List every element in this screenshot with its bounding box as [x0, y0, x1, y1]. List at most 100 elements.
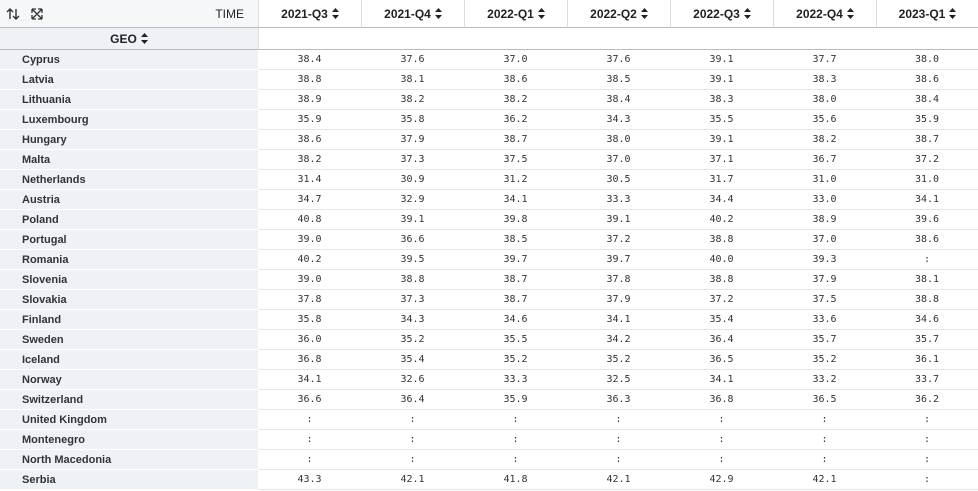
cell-value: 34.1	[258, 370, 361, 390]
cell-value: 35.9	[876, 110, 978, 130]
cell-value: 38.1	[361, 70, 464, 90]
cell-value: 38.5	[464, 230, 567, 250]
cell-value: 37.0	[567, 150, 670, 170]
cell-value: 38.0	[567, 130, 670, 150]
column-header[interactable]: 2022-Q1	[464, 0, 567, 28]
sort-icon[interactable]	[743, 8, 751, 19]
cell-value: 38.7	[876, 130, 978, 150]
cell-value: 36.5	[773, 390, 876, 410]
column-header[interactable]: 2021-Q3	[258, 0, 361, 28]
sort-icon[interactable]	[140, 33, 148, 44]
cell-value: 39.0	[258, 230, 361, 250]
cell-value: 39.7	[567, 250, 670, 270]
cell-value: 32.6	[361, 370, 464, 390]
cell-value: 38.3	[670, 90, 773, 110]
cell-value: 32.9	[361, 190, 464, 210]
cell-value: 38.4	[567, 90, 670, 110]
cell-value: 35.9	[464, 390, 567, 410]
cell-value: 38.0	[773, 90, 876, 110]
cell-value: :	[567, 450, 670, 470]
column-header[interactable]: 2022-Q3	[670, 0, 773, 28]
geo-header[interactable]: GEO	[0, 28, 258, 50]
row-label: Luxembourg	[0, 110, 258, 130]
cell-value: 38.6	[876, 70, 978, 90]
cell-value: 33.0	[773, 190, 876, 210]
sort-icon[interactable]	[537, 8, 545, 19]
column-label: 2022-Q2	[590, 6, 637, 21]
cell-value: 39.6	[876, 210, 978, 230]
row-label: Serbia	[0, 470, 258, 490]
cell-value: 37.0	[773, 230, 876, 250]
column-header[interactable]: 2023-Q1	[876, 0, 978, 28]
cell-value: 36.1	[876, 350, 978, 370]
sort-icon[interactable]	[846, 8, 854, 19]
sort-icon[interactable]	[331, 8, 339, 19]
cell-value: 38.2	[464, 90, 567, 110]
column-header[interactable]: 2022-Q4	[773, 0, 876, 28]
row-label: Romania	[0, 250, 258, 270]
cell-value: 38.3	[773, 70, 876, 90]
column-label: 2022-Q1	[487, 6, 534, 21]
cell-value: 35.8	[258, 310, 361, 330]
cell-value: 31.4	[258, 170, 361, 190]
cell-value: 38.7	[464, 130, 567, 150]
cell-value: 41.8	[464, 470, 567, 490]
cell-value: :	[773, 410, 876, 430]
cell-value: :	[876, 430, 978, 450]
cell-value: 38.0	[876, 50, 978, 70]
cell-value: 39.8	[464, 210, 567, 230]
row-label: North Macedonia	[0, 450, 258, 470]
cell-value: 37.3	[361, 290, 464, 310]
cell-value: :	[876, 470, 978, 490]
cell-value: 38.8	[361, 270, 464, 290]
cell-value: 36.2	[464, 110, 567, 130]
cell-value: 40.2	[258, 250, 361, 270]
cell-value: 38.4	[876, 90, 978, 110]
cell-value: 34.6	[876, 310, 978, 330]
expand-icon[interactable]	[30, 7, 44, 21]
cell-value: 38.2	[361, 90, 464, 110]
cell-value: 33.3	[567, 190, 670, 210]
cell-value: 34.3	[361, 310, 464, 330]
cell-value: :	[773, 450, 876, 470]
corner-cell: TIME	[0, 0, 258, 28]
column-label: 2021-Q3	[281, 6, 328, 21]
cell-value: 42.1	[567, 470, 670, 490]
cell-value: 33.7	[876, 370, 978, 390]
sort-icon[interactable]	[434, 8, 442, 19]
cell-value: 35.2	[773, 350, 876, 370]
cell-value: 37.5	[464, 150, 567, 170]
row-label: Montenegro	[0, 430, 258, 450]
cell-value: 36.4	[361, 390, 464, 410]
cell-value: 38.8	[670, 270, 773, 290]
sort-icon[interactable]	[949, 8, 957, 19]
cell-value: 36.7	[773, 150, 876, 170]
cell-value: :	[258, 450, 361, 470]
cell-value: 34.2	[567, 330, 670, 350]
cell-value: 37.7	[773, 50, 876, 70]
column-header[interactable]: 2022-Q2	[567, 0, 670, 28]
sort-icon[interactable]	[640, 8, 648, 19]
cell-value: 39.5	[361, 250, 464, 270]
cell-value: 38.8	[876, 290, 978, 310]
row-label: Malta	[0, 150, 258, 170]
column-label: 2021-Q4	[384, 6, 431, 21]
cell-value: :	[361, 450, 464, 470]
geo-row-blank	[258, 28, 978, 50]
cell-value: 35.5	[464, 330, 567, 350]
cell-value: 34.1	[464, 190, 567, 210]
row-label: Latvia	[0, 70, 258, 90]
column-label: 2022-Q3	[693, 6, 740, 21]
cell-value: 38.8	[670, 230, 773, 250]
cell-value: 34.3	[567, 110, 670, 130]
cell-value: 37.3	[361, 150, 464, 170]
row-label: Lithuania	[0, 90, 258, 110]
row-label: Norway	[0, 370, 258, 390]
cell-value: 35.2	[567, 350, 670, 370]
cell-value: 36.6	[361, 230, 464, 250]
cell-value: 39.1	[567, 210, 670, 230]
column-header[interactable]: 2021-Q4	[361, 0, 464, 28]
cell-value: 37.9	[773, 270, 876, 290]
swap-icon[interactable]	[6, 7, 20, 21]
cell-value: :	[876, 250, 978, 270]
